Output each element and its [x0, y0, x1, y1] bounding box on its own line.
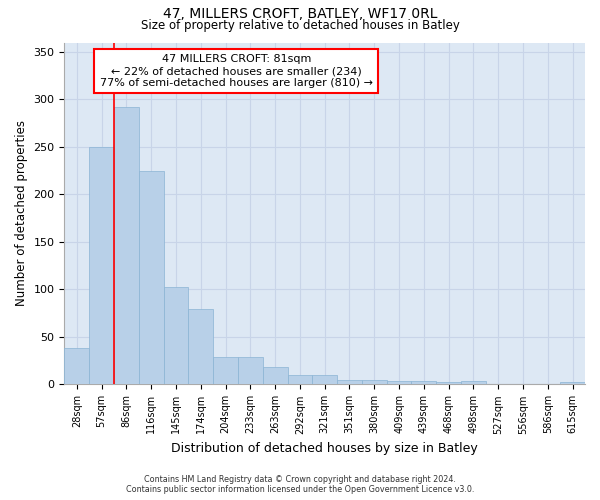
X-axis label: Distribution of detached houses by size in Batley: Distribution of detached houses by size …: [172, 442, 478, 455]
Text: Contains HM Land Registry data © Crown copyright and database right 2024.
Contai: Contains HM Land Registry data © Crown c…: [126, 474, 474, 494]
Bar: [213, 357, 238, 384]
Bar: [114, 107, 139, 384]
Text: Size of property relative to detached houses in Batley: Size of property relative to detached ho…: [140, 18, 460, 32]
Bar: [337, 380, 362, 384]
Bar: [461, 380, 486, 384]
Text: 47, MILLERS CROFT, BATLEY, WF17 0RL: 47, MILLERS CROFT, BATLEY, WF17 0RL: [163, 8, 437, 22]
Bar: [560, 382, 585, 384]
Bar: [238, 357, 263, 384]
Text: 47 MILLERS CROFT: 81sqm
← 22% of detached houses are smaller (234)
77% of semi-d: 47 MILLERS CROFT: 81sqm ← 22% of detache…: [100, 54, 373, 88]
Y-axis label: Number of detached properties: Number of detached properties: [15, 120, 28, 306]
Bar: [139, 170, 164, 384]
Bar: [89, 147, 114, 384]
Bar: [263, 368, 287, 384]
Bar: [362, 380, 386, 384]
Bar: [313, 375, 337, 384]
Bar: [64, 348, 89, 384]
Bar: [386, 380, 412, 384]
Bar: [287, 375, 313, 384]
Bar: [436, 382, 461, 384]
Bar: [164, 286, 188, 384]
Bar: [188, 310, 213, 384]
Bar: [412, 380, 436, 384]
